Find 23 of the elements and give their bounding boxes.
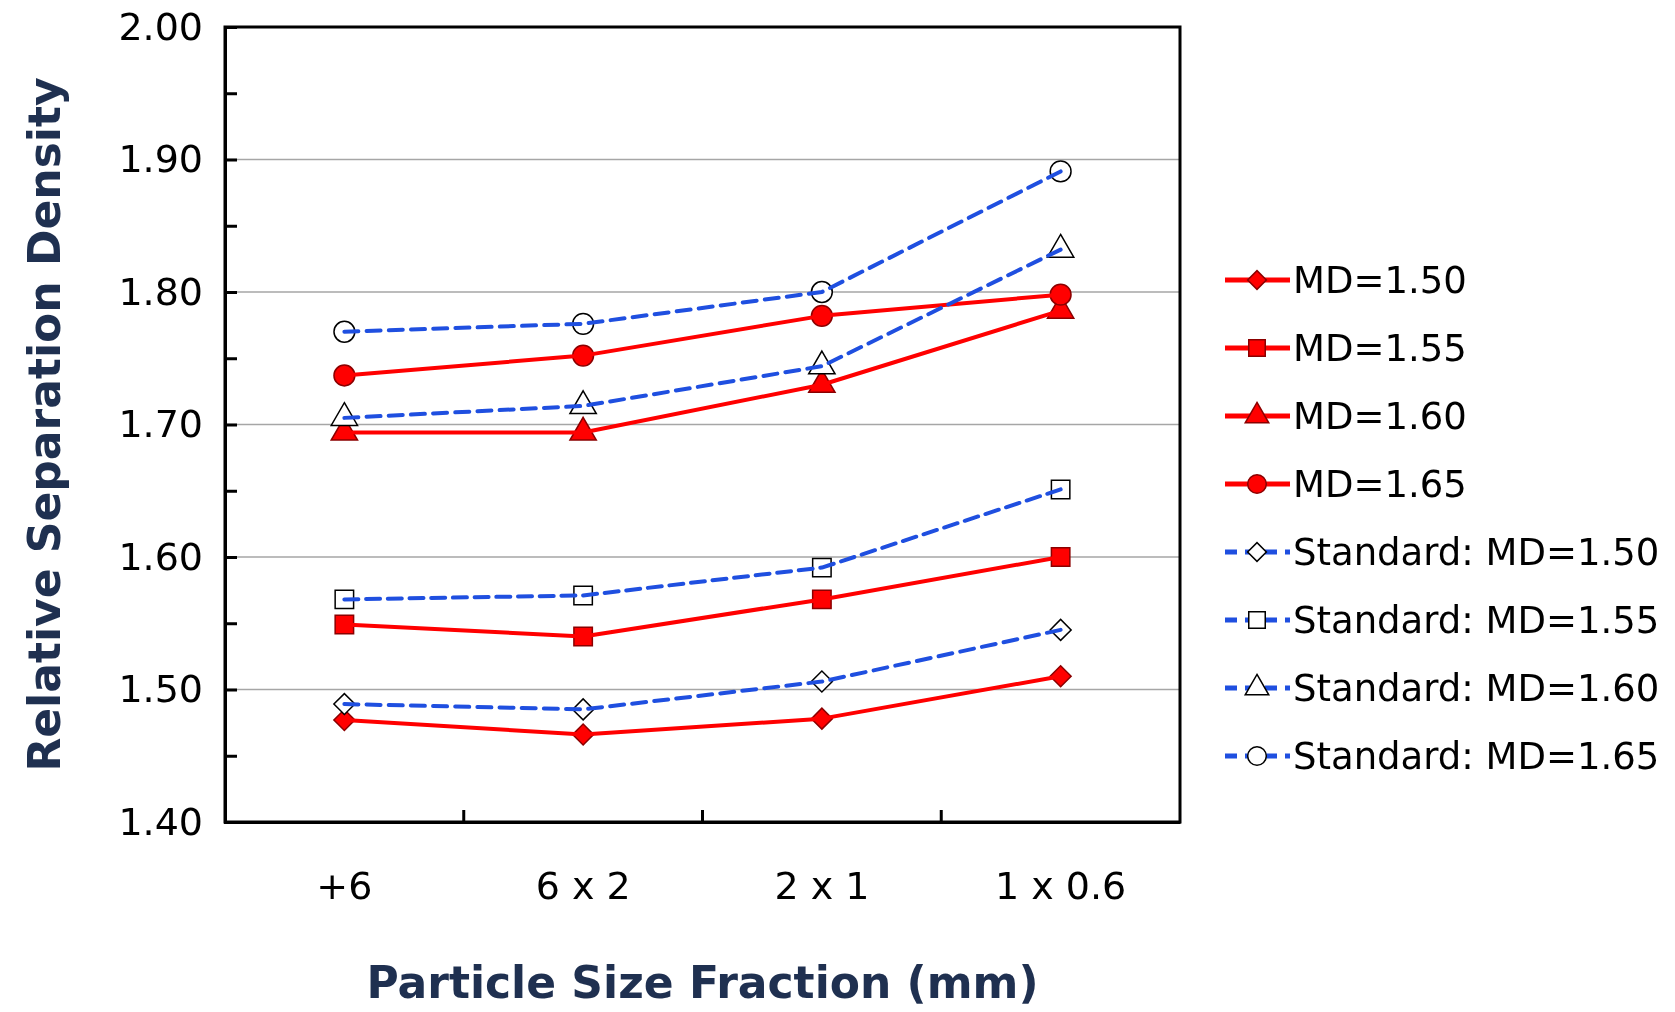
- x-axis-title: Particle Size Fraction (mm): [366, 957, 1039, 1008]
- legend-label: MD=1.55: [1293, 327, 1467, 370]
- legend-label: Standard: MD=1.65: [1293, 735, 1660, 778]
- point: [334, 614, 355, 635]
- y-tick-label: 1.60: [118, 534, 203, 579]
- legend-label: Standard: MD=1.50: [1293, 531, 1660, 574]
- x-tick-label: 6 x 2: [535, 863, 631, 908]
- legend-label: MD=1.60: [1293, 395, 1467, 438]
- point: [1050, 547, 1071, 567]
- legend-label: MD=1.50: [1293, 259, 1467, 302]
- y-tick-label: 2.00: [118, 4, 203, 49]
- x-tick-label: 2 x 1: [774, 863, 870, 908]
- x-tick-label: +6: [316, 863, 373, 908]
- x-tick-label: 1 x 0.6: [994, 863, 1127, 908]
- legend-label: MD=1.65: [1293, 463, 1467, 506]
- y-tick-label: 1.70: [118, 402, 203, 447]
- legend-label: Standard: MD=1.60: [1293, 667, 1660, 710]
- y-axis-title: Relative Separation Density: [19, 77, 70, 772]
- legend-label: Standard: MD=1.55: [1293, 599, 1660, 642]
- y-tick-label: 1.50: [118, 667, 203, 712]
- y-tick-label: 1.80: [118, 269, 203, 314]
- y-tick-label: 1.90: [118, 137, 203, 182]
- y-tick-label: 1.40: [118, 799, 203, 844]
